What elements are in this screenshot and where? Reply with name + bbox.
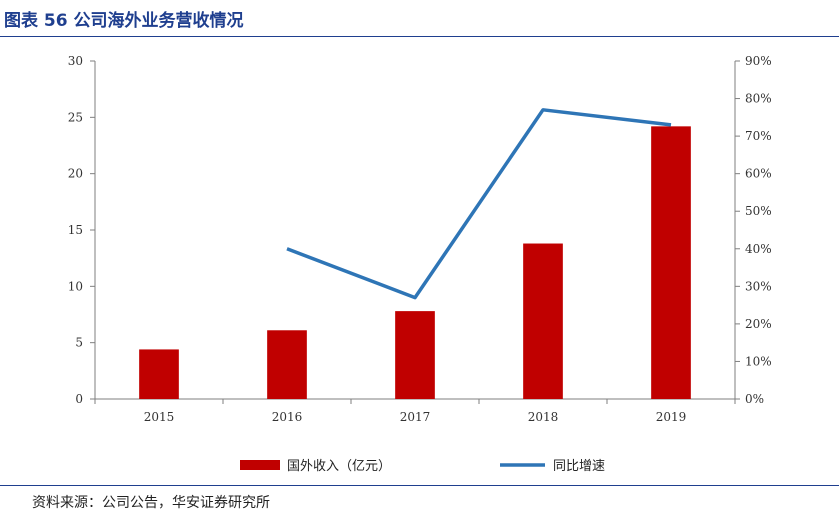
y-left-tick-label: 25: [68, 110, 83, 124]
legend: 国外收入（亿元） 同比增速: [240, 459, 605, 474]
y-right-tick-label: 60%: [745, 167, 772, 181]
y-right-tick-label: 30%: [745, 279, 772, 293]
x-tick-label: 2017: [400, 410, 431, 424]
bar: [395, 311, 435, 399]
bar-series: [139, 126, 691, 399]
y-right-tick-label: 50%: [745, 204, 772, 218]
y-left-tick-label: 20: [68, 167, 83, 181]
y-right-tick-label: 90%: [745, 54, 772, 68]
x-tick-label: 2019: [656, 410, 687, 424]
y-right-tick-label: 0%: [745, 392, 764, 406]
legend-bar-label: 国外收入（亿元）: [287, 459, 391, 474]
bar: [523, 243, 563, 399]
y-left-tick-labels: 0 5 10 15 20 25 30: [68, 54, 83, 406]
x-tick-label: 2018: [528, 410, 559, 424]
y-left-tick-label: 30: [68, 54, 83, 68]
y-right-tick-label: 10%: [745, 354, 772, 368]
y-right-tick-label: 40%: [745, 242, 772, 256]
bar: [139, 349, 179, 399]
y-left-tick-label: 10: [68, 279, 83, 293]
title-rule: [0, 36, 839, 37]
source-rule: [0, 485, 839, 486]
y-right-tick-label: 80%: [745, 92, 772, 106]
x-tick-label: 2015: [144, 410, 175, 424]
y-left-tick-label: 0: [75, 392, 83, 406]
line-path: [286, 108, 672, 300]
legend-line-label: 同比增速: [553, 459, 605, 474]
bar: [267, 330, 307, 399]
y-right-tick-label: 70%: [745, 129, 772, 143]
x-tick-label: 2016: [272, 410, 303, 424]
line-series: [286, 108, 672, 300]
source-note: 资料来源：公司公告，华安证券研究所: [32, 495, 270, 511]
bar: [651, 126, 691, 399]
y-right-tick-label: 20%: [745, 317, 772, 331]
legend-bar-swatch: [240, 460, 280, 470]
y-left-tick-label: 15: [68, 223, 83, 237]
figure-title: 图表 56 公司海外业务营收情况: [4, 11, 244, 31]
y-right-tick-labels: 0% 10% 20% 30% 40% 50% 60% 70% 80% 90%: [745, 54, 772, 406]
x-tick-labels: 2015 2016 2017 2018 2019: [144, 410, 687, 424]
y-left-tick-label: 5: [75, 336, 83, 350]
